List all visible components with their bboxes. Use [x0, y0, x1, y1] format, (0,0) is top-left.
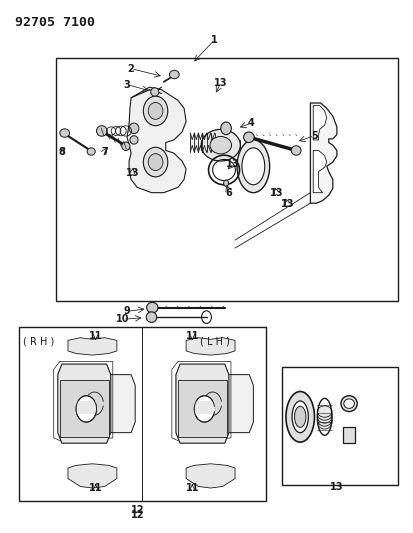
Ellipse shape [60, 129, 70, 138]
Ellipse shape [148, 154, 163, 171]
Ellipse shape [201, 130, 240, 161]
Polygon shape [78, 375, 135, 433]
Polygon shape [60, 380, 109, 437]
Ellipse shape [97, 126, 107, 136]
Ellipse shape [143, 96, 168, 126]
Text: 11: 11 [185, 483, 199, 493]
Ellipse shape [292, 401, 309, 433]
Polygon shape [186, 338, 235, 355]
Ellipse shape [194, 395, 215, 422]
Polygon shape [58, 364, 111, 443]
Text: 1: 1 [211, 35, 218, 45]
Ellipse shape [204, 392, 222, 415]
Ellipse shape [147, 302, 158, 313]
Text: 11: 11 [89, 483, 102, 493]
Text: 13: 13 [281, 199, 295, 209]
Ellipse shape [344, 399, 354, 408]
Ellipse shape [317, 406, 332, 417]
Bar [194, 401, 215, 414]
Polygon shape [176, 364, 229, 443]
Text: 5: 5 [311, 131, 318, 141]
Polygon shape [313, 150, 327, 192]
Text: 13: 13 [330, 482, 344, 492]
Polygon shape [68, 464, 117, 488]
Text: 13: 13 [214, 78, 228, 88]
Text: 8: 8 [58, 147, 65, 157]
Text: 2: 2 [128, 64, 135, 74]
Text: 4: 4 [248, 118, 255, 128]
Ellipse shape [286, 392, 314, 442]
Text: 11: 11 [89, 331, 102, 341]
Text: 6: 6 [225, 188, 232, 198]
Ellipse shape [146, 312, 157, 322]
Ellipse shape [244, 132, 254, 142]
Text: 13: 13 [126, 167, 139, 177]
Ellipse shape [85, 392, 103, 415]
Ellipse shape [223, 180, 228, 187]
Text: 3: 3 [123, 79, 131, 90]
Polygon shape [127, 87, 186, 192]
Ellipse shape [130, 136, 138, 144]
Ellipse shape [221, 122, 231, 135]
Polygon shape [311, 103, 337, 203]
Text: 12: 12 [131, 511, 144, 520]
Ellipse shape [148, 102, 163, 119]
Ellipse shape [76, 395, 97, 422]
Ellipse shape [122, 142, 130, 150]
Polygon shape [186, 464, 235, 488]
Text: 10: 10 [116, 314, 130, 324]
Bar [56, 58, 398, 301]
Ellipse shape [317, 408, 332, 420]
Text: 9: 9 [123, 306, 131, 316]
Bar [282, 367, 398, 486]
Text: 13: 13 [226, 159, 240, 168]
Bar [19, 327, 266, 501]
Ellipse shape [341, 395, 357, 411]
Text: ( L H ): ( L H ) [200, 336, 230, 346]
Ellipse shape [317, 410, 332, 423]
Ellipse shape [210, 136, 232, 154]
Polygon shape [178, 380, 227, 437]
Ellipse shape [87, 148, 95, 155]
Ellipse shape [143, 147, 168, 177]
Bar [76, 401, 97, 414]
Text: 12: 12 [131, 505, 144, 515]
Text: 7: 7 [101, 147, 108, 157]
Ellipse shape [242, 148, 265, 185]
Ellipse shape [151, 88, 159, 96]
Text: 11: 11 [185, 331, 199, 341]
Polygon shape [68, 338, 117, 355]
Ellipse shape [237, 140, 270, 192]
Polygon shape [196, 375, 253, 433]
Ellipse shape [317, 413, 332, 426]
Text: 92705 7100: 92705 7100 [15, 16, 95, 29]
Ellipse shape [294, 406, 306, 427]
Ellipse shape [129, 123, 139, 134]
Text: ( R H ): ( R H ) [23, 336, 54, 346]
Bar [343, 427, 355, 443]
Ellipse shape [291, 146, 301, 155]
Ellipse shape [169, 70, 179, 79]
Text: 13: 13 [270, 188, 283, 198]
Polygon shape [313, 106, 327, 140]
Ellipse shape [317, 415, 332, 429]
